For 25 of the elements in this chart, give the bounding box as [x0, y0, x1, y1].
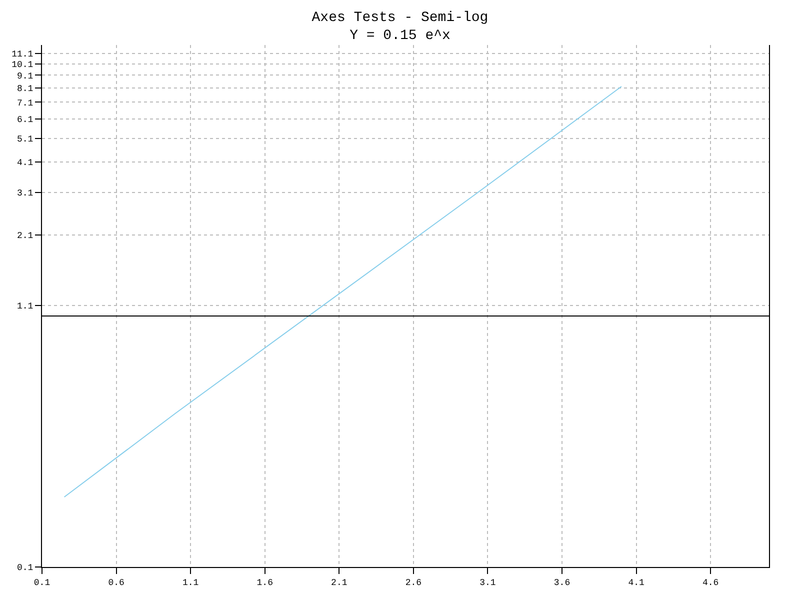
x-tick-label: 3.1 [480, 578, 496, 588]
y-tick-label: 9.1 [16, 71, 34, 82]
x-tick-label: 2.6 [405, 578, 422, 588]
x-tick-label: 4.1 [628, 578, 644, 588]
y-tick-label: 2.1 [16, 231, 34, 242]
x-tick-label: 1.1 [182, 578, 199, 588]
y-tick-label: 7.1 [16, 98, 34, 108]
x-tick-label: 0.6 [108, 578, 124, 588]
y-tick-label: 3.1 [16, 188, 34, 199]
y-tick-label: 8.1 [16, 84, 34, 94]
x-tick-label: 0.1 [34, 578, 50, 588]
y-tick-label: 4.1 [16, 158, 34, 168]
x-tick-label: 1.6 [256, 578, 273, 588]
x-tick-label: 4.6 [702, 578, 719, 588]
chart-title: Axes Tests - Semi-log [312, 10, 488, 26]
y-tick-label: 11.1 [12, 50, 34, 60]
x-tick-label: 3.6 [554, 578, 570, 588]
y-tick-label: 10.1 [12, 60, 34, 70]
line-series [64, 86, 622, 498]
y-tick-label: 1.1 [16, 302, 34, 312]
x-tick-label: 2.1 [331, 578, 348, 588]
y-tick-label: 6.1 [16, 114, 34, 125]
y-tick-label: 0.1 [16, 563, 34, 574]
chart-subtitle: Y = 0.15 e^x [350, 28, 450, 44]
y-tick-label: 5.1 [16, 134, 34, 144]
